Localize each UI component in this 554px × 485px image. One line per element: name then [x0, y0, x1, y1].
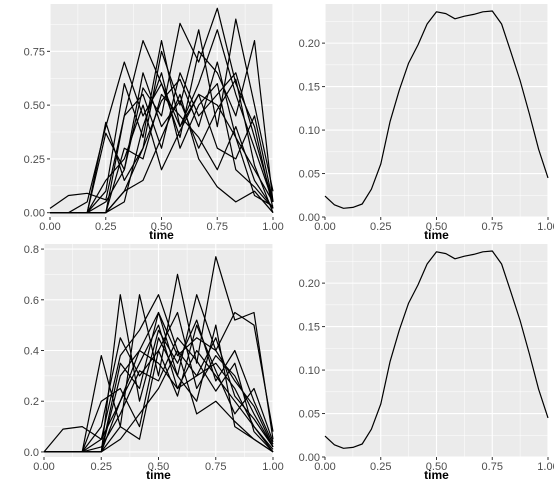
series-line-12 [50, 61, 274, 214]
x-tick-label: 0.25 [95, 221, 116, 233]
y-tick-label: 0.00 [299, 212, 320, 224]
x-tick-label: 1.00 [537, 221, 554, 233]
x-tick-label: 0.25 [370, 221, 391, 233]
x-tick-label: 1.00 [537, 461, 554, 473]
y-tick-label: 0.50 [24, 100, 45, 112]
series-line-1 [43, 294, 274, 453]
x-tick-label: 0.50 [426, 461, 447, 473]
y-tick-label: 0.4 [24, 346, 39, 358]
x-tick-label: 0.00 [314, 461, 335, 473]
y-tick-label: 0.2 [24, 396, 39, 408]
x-tick-label: 0.75 [482, 461, 503, 473]
x-tick-label: 0.25 [370, 461, 391, 473]
y-tick-label: 0.05 [299, 169, 320, 181]
y-tick-label: 0.25 [24, 154, 45, 166]
x-tick-label: 0.50 [151, 221, 172, 233]
series-line-4 [50, 39, 274, 214]
x-tick-label: 0.50 [426, 221, 447, 233]
x-tick-label: 1.00 [262, 461, 283, 473]
x-axis-title: time [149, 228, 174, 242]
series-line-1 [324, 10, 549, 209]
panel-top-left: 0.00 0.25 0.50 0.75 1.00 0.00 0.25 0.50 0.75 time [24, 4, 284, 242]
x-axis-title: time [146, 468, 171, 482]
x-tick-label: 0.50 [148, 461, 169, 473]
x-tick-label: 0.75 [205, 461, 226, 473]
x-tick-label: 0.25 [91, 461, 112, 473]
y-tick-label: 0.15 [299, 322, 320, 334]
x-tick-label: 1.00 [262, 221, 283, 233]
y-tick-label: 0.15 [299, 82, 320, 94]
x-tick-label: 0.75 [207, 221, 228, 233]
y-tick-label: 0.10 [299, 365, 320, 377]
panel-bottom-right: 0.00 0.25 0.50 0.75 1.00 0.00 0.05 0.10 0.15 0.20… [299, 244, 554, 482]
y-tick-label: 0.20 [299, 38, 320, 50]
x-axis-title: time [424, 468, 449, 482]
y-tick-label: 0.20 [299, 278, 320, 290]
panel-top-right: 0.00 0.25 0.50 0.75 1.00 0.00 0.05 0.10 0.15 0.20… [299, 4, 554, 242]
series-line-1 [324, 250, 549, 449]
x-tick-label: 0.00 [39, 221, 60, 233]
y-tick-label: 0.10 [299, 125, 320, 137]
panel-bottom-left: 0.00 0.25 0.50 0.75 1.00 0.0 0.2 0.4 0.6 0.8 time [24, 244, 284, 482]
series-line-12 [44, 324, 274, 453]
y-tick-label: 0.6 [24, 295, 39, 307]
x-tick-label: 0.00 [314, 221, 335, 233]
y-tick-label: 0.8 [24, 244, 39, 256]
y-tick-label: 0.00 [24, 208, 45, 220]
y-tick-label: 0.75 [24, 46, 45, 58]
y-tick-label: 0.0 [24, 447, 39, 459]
x-tick-label: 0.00 [33, 461, 54, 473]
x-tick-label: 0.75 [482, 221, 503, 233]
x-axis-title: time [424, 228, 449, 242]
y-tick-label: 0.00 [299, 452, 320, 464]
y-tick-label: 0.05 [299, 409, 320, 421]
